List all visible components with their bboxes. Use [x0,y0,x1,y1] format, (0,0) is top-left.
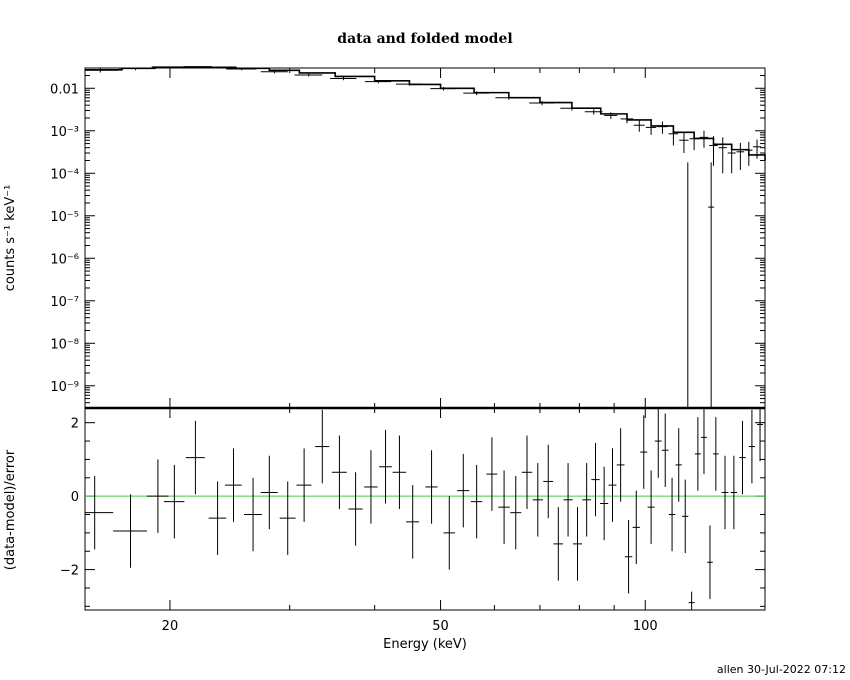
bottom-y-tick-label: −2 [60,564,79,579]
top-y-axis-label: counts s⁻¹ keV⁻¹ [3,185,18,292]
x-axis-label: Energy (keV) [383,637,467,652]
x-tick-label: 50 [432,619,449,634]
top-y-tick-label: 10⁻³ [50,125,79,140]
top-y-tick-label: 10⁻⁵ [50,210,79,225]
footer-stamp: allen 30-Jul-2022 07:12 [716,663,846,676]
bottom-panel: 20−2 20 50 100 (data-model)/error Energy (… [3,407,766,652]
data-points [85,66,762,408]
top-panel: 0.01 10⁻³ 10⁻⁴ 10⁻⁵ 10⁻⁶ 10⁻⁷ 10⁻⁸ 10⁻⁹ counts … [3,66,766,409]
top-panel-frame [84,67,766,409]
bottom-y-tick-label: 0 [71,490,79,505]
bottom-y-axis-label: (data-model)/error [3,449,18,570]
residual-points [85,408,764,610]
bottom-y-axis-ticks: 2 0 −2 [60,417,765,607]
top-y-tick-label: 10⁻⁹ [50,380,79,395]
x-tick-label: 20 [162,619,179,634]
chart-title: data and folded model [337,31,512,47]
x-axis-ticks: 20 50 100 [162,408,658,634]
top-y-tick-label: 10⁻⁸ [50,337,79,352]
top-y-tick-label: 10⁻⁷ [50,295,79,310]
model-line [85,66,766,161]
model-curve [85,66,766,161]
top-y-tick-label: 0.01 [50,82,79,97]
top-y-tick-label: 10⁻⁴ [50,167,79,182]
x-tick-label: 100 [633,619,658,634]
top-y-axis-ticks: 0.01 10⁻³ 10⁻⁴ 10⁻⁵ 10⁻⁶ 10⁻⁷ 10⁻⁸ 10⁻⁹ [50,67,765,409]
bottom-y-tick-label: 2 [71,417,79,432]
bottom-panel-frame [84,407,766,611]
top-y-tick-label: 10⁻⁶ [50,252,79,267]
